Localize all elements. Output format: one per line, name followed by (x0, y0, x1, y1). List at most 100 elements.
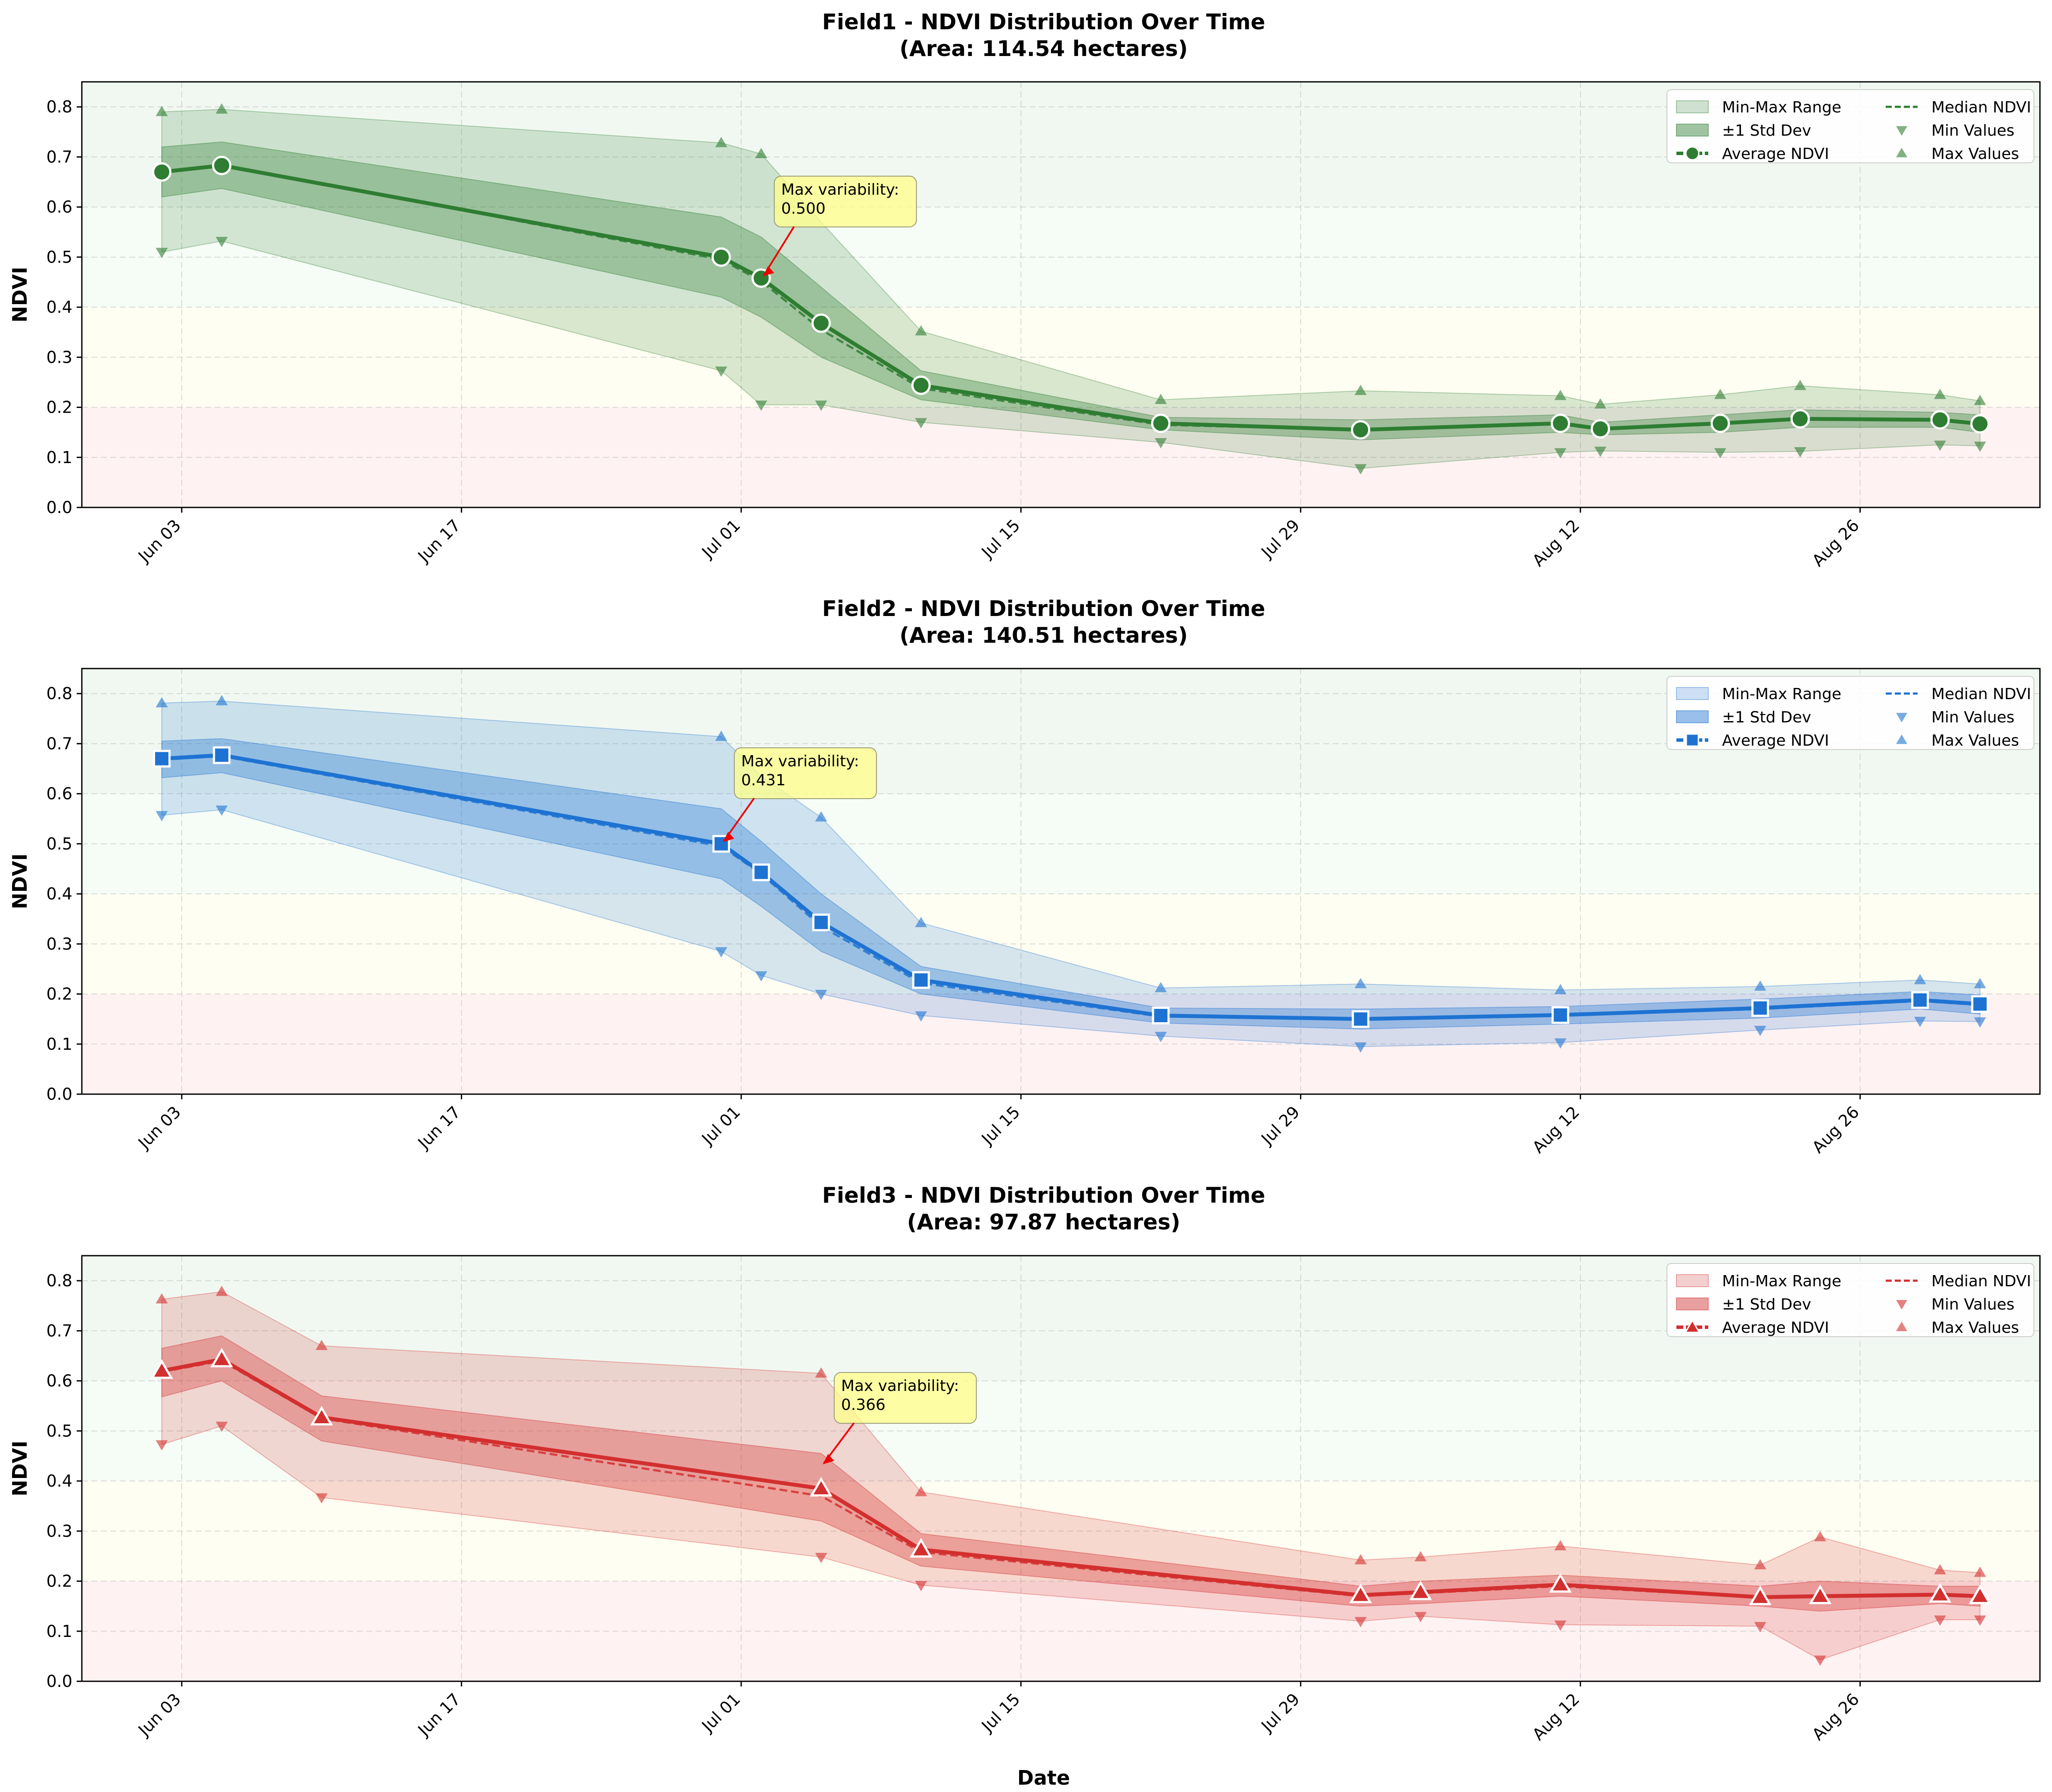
x-tick-label: Jun 17 (414, 1102, 464, 1153)
x-tick-label: Aug 12 (1529, 1689, 1583, 1744)
min-value-marker (215, 1422, 228, 1432)
chart-subtitle: (Area: 140.51 hectares) (899, 623, 1188, 648)
max-value-marker (1974, 1566, 1986, 1577)
max-value-marker (915, 1486, 927, 1496)
average-ndvi-point (153, 750, 171, 768)
legend-swatch (1676, 146, 1708, 161)
max-value-marker (215, 695, 228, 706)
chart-panel-3: Max variability:0.366 0.0 0.1 0.2 0.3 0.4 0.5 0… (8, 1183, 2041, 1789)
y-axis-label: NDVI (8, 1440, 31, 1496)
min-value-marker (155, 1440, 168, 1451)
x-tick-label: Jul 15 (977, 516, 1024, 562)
average-ndvi-point (1590, 419, 1610, 439)
legend-swatch (1896, 734, 1907, 744)
annotation-box (774, 175, 917, 227)
ndvi-zone-band (82, 1581, 2040, 1681)
legend-label: Min Values (1931, 1296, 2015, 1313)
max-value-marker (155, 1293, 168, 1304)
std-dev-band (161, 738, 1980, 1030)
chart-title: Field3 - NDVI Distribution Over Time (822, 1183, 1265, 1208)
max-value-marker (1154, 982, 1167, 992)
y-axis-label: NDVI (8, 267, 31, 322)
max-value-marker (1354, 978, 1367, 989)
average-ndvi-point (1911, 991, 1929, 1009)
legend-label: Min-Max Range (1722, 99, 1841, 116)
average-ndvi-point (1351, 420, 1371, 440)
legend-label: Min-Max Range (1722, 1272, 1841, 1290)
max-value-marker (155, 106, 168, 116)
x-tick-label: Aug 26 (1809, 1689, 1863, 1744)
y-tick-label: 0.0 (47, 498, 72, 517)
chart-panel-1: Max variability:0.5000.00.10.20.30.40.50… (8, 9, 2041, 570)
legend-swatch (1676, 710, 1709, 723)
average-ndvi-point (1749, 1585, 1772, 1605)
min-value-marker (1754, 1026, 1766, 1036)
min-value-marker (815, 989, 827, 1000)
y-tick-label: 0.4 (47, 298, 72, 317)
average-ndvi-point (210, 1347, 233, 1368)
legend-label: Min Values (1931, 122, 2015, 140)
max-value-marker (715, 137, 728, 147)
min-value-marker (1974, 1615, 1986, 1626)
max-value-marker (715, 731, 728, 741)
min-value-marker (715, 366, 728, 377)
average-ndvi-point (152, 162, 172, 182)
average-ndvi-point (150, 1359, 173, 1379)
legend-label: Average NDVI (1722, 732, 1829, 750)
max-value-marker (1914, 974, 1926, 984)
max-value-marker (1594, 398, 1607, 409)
legend-label: Median NDVI (1931, 685, 2031, 703)
ndvi-zone-band (82, 793, 2040, 894)
annotation-arrowhead (763, 266, 774, 277)
x-tick-label: Jun 17 (414, 516, 464, 566)
x-tick-label: Jun 03 (134, 516, 184, 566)
y-tick-label: 0.7 (47, 147, 72, 166)
max-value-marker (1354, 1554, 1367, 1565)
average-ndvi-point (1409, 1580, 1432, 1600)
x-tick-label: Jul 29 (1257, 1689, 1303, 1736)
max-value-marker (215, 103, 228, 114)
annotation-value: 0.500 (781, 200, 826, 218)
y-tick-label: 0.6 (47, 1372, 72, 1391)
average-ndvi-point (810, 1477, 833, 1496)
legend-label: Median NDVI (1931, 1272, 2031, 1290)
average-ndvi-line (161, 1357, 1980, 1599)
average-ndvi-point (1790, 409, 1810, 429)
y-tick-label: 0.6 (47, 198, 72, 217)
y-tick-label: 0.2 (47, 985, 72, 1004)
y-tick-label: 0.1 (47, 1622, 72, 1641)
legend-swatch (1676, 1297, 1709, 1310)
legend-swatch (1896, 148, 1907, 158)
y-tick-label: 0.8 (47, 97, 72, 116)
average-ndvi-point (811, 313, 831, 333)
legend-box (1666, 89, 2034, 163)
legend-label: Average NDVI (1722, 1319, 1829, 1337)
max-value-marker (1754, 1559, 1766, 1570)
y-tick-label: 0.3 (47, 348, 72, 367)
max-value-marker (915, 917, 927, 927)
legend-swatch (1676, 100, 1709, 113)
legend: Min-Max Range Median NDVI ±1 Std Dev Min Va… (1666, 89, 2034, 163)
plot-frame (81, 81, 2041, 508)
x-tick-label: Jun 17 (414, 1689, 464, 1740)
y-tick-label: 0.1 (47, 448, 72, 467)
average-ndvi-point (812, 913, 830, 931)
legend-swatch (1676, 1274, 1709, 1287)
x-tick-label: Jul 01 (697, 1689, 744, 1736)
y-tick-label: 0.8 (47, 684, 72, 703)
min-value-marker (1754, 1622, 1766, 1633)
min-value-marker (1554, 448, 1567, 459)
average-ndvi-point (1710, 414, 1730, 433)
legend-label: Max Values (1931, 145, 2019, 163)
legend-label: Median NDVI (1931, 99, 2031, 116)
min-value-marker (1354, 464, 1367, 475)
min-value-marker (1154, 438, 1167, 448)
x-tick-label: Jul 15 (977, 1689, 1024, 1736)
legend-swatch (1896, 712, 1907, 722)
legend-label: ±1 Std Dev (1722, 1296, 1811, 1313)
min-value-marker (1794, 447, 1806, 457)
annotation-label: Max variability: (741, 753, 859, 770)
average-ndvi-point (1751, 999, 1769, 1017)
x-tick-label: Jun 03 (134, 1102, 184, 1153)
max-value-marker (1934, 1564, 1946, 1574)
